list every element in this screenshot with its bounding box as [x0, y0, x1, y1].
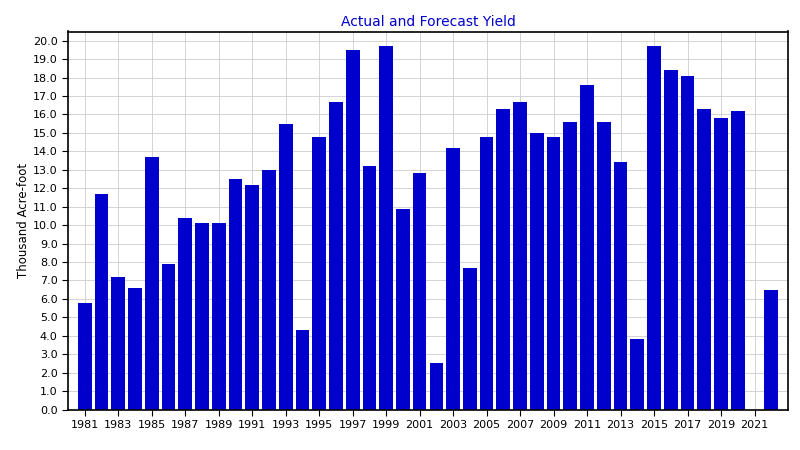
Bar [698, 109, 711, 410]
Bar [731, 111, 745, 410]
Bar [111, 277, 125, 410]
Bar [681, 76, 694, 410]
Bar [78, 302, 92, 410]
Bar [178, 218, 192, 410]
Bar [614, 162, 627, 410]
Bar [580, 85, 594, 410]
Bar [379, 46, 393, 410]
Bar [162, 264, 175, 410]
Bar [128, 288, 142, 410]
Bar [362, 166, 376, 410]
Bar [279, 124, 293, 410]
Bar [514, 102, 527, 410]
Bar [195, 223, 209, 410]
Bar [145, 157, 158, 410]
Bar [463, 267, 477, 410]
Y-axis label: Thousand Acre-foot: Thousand Acre-foot [17, 163, 30, 278]
Bar [262, 170, 276, 410]
Bar [295, 330, 310, 410]
Bar [413, 174, 426, 410]
Bar [430, 364, 443, 410]
Bar [346, 50, 359, 410]
Title: Actual and Forecast Yield: Actual and Forecast Yield [341, 15, 515, 29]
Bar [530, 133, 544, 410]
Bar [664, 70, 678, 410]
Bar [312, 137, 326, 410]
Bar [480, 137, 494, 410]
Bar [714, 118, 728, 410]
Bar [229, 179, 242, 410]
Bar [764, 290, 778, 410]
Bar [647, 46, 661, 410]
Bar [497, 109, 510, 410]
Bar [630, 339, 644, 410]
Bar [563, 122, 577, 410]
Bar [396, 208, 410, 410]
Bar [212, 223, 226, 410]
Bar [246, 184, 259, 410]
Bar [94, 194, 108, 410]
Bar [329, 102, 342, 410]
Bar [446, 148, 460, 410]
Bar [546, 137, 561, 410]
Bar [597, 122, 610, 410]
